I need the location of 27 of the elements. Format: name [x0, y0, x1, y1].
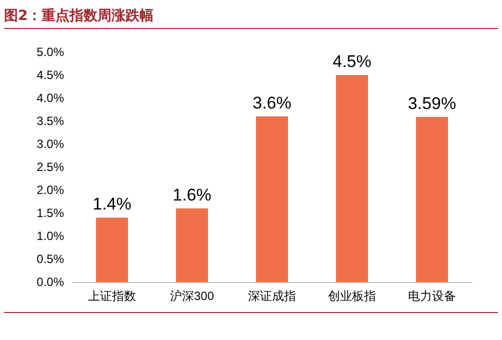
x-tick-label: 深证成指 [248, 289, 296, 303]
y-tick-label: 2.0% [36, 183, 64, 197]
x-tick-label: 电力设备 [408, 289, 456, 303]
y-tick-label: 4.0% [36, 91, 64, 105]
bar [416, 116, 448, 282]
data-label: 3.6% [252, 93, 292, 112]
chart-title: 图2：重点指数周涨跌幅 [4, 4, 498, 29]
bar [96, 218, 128, 282]
data-label: 4.5% [332, 52, 372, 71]
bar [336, 75, 368, 282]
x-tick-label: 沪深300 [170, 289, 214, 303]
x-tick-label: 创业板指 [328, 289, 376, 303]
y-tick-label: 1.5% [36, 206, 64, 220]
y-tick-label: 3.0% [36, 137, 64, 151]
x-tick-label: 上证指数 [88, 289, 136, 303]
y-tick-label: 5.0% [36, 45, 64, 59]
y-tick-label: 1.0% [36, 229, 64, 243]
y-tick-label: 2.5% [36, 160, 64, 174]
y-tick-label: 0.0% [36, 275, 64, 289]
y-tick-label: 4.5% [36, 68, 64, 82]
bar [176, 208, 208, 282]
y-tick-label: 3.5% [36, 114, 64, 128]
data-label: 3.59% [408, 94, 456, 113]
data-label: 1.4% [92, 194, 132, 214]
y-tick-label: 0.5% [36, 252, 64, 266]
bar [256, 116, 288, 282]
data-label: 1.6% [172, 185, 212, 204]
